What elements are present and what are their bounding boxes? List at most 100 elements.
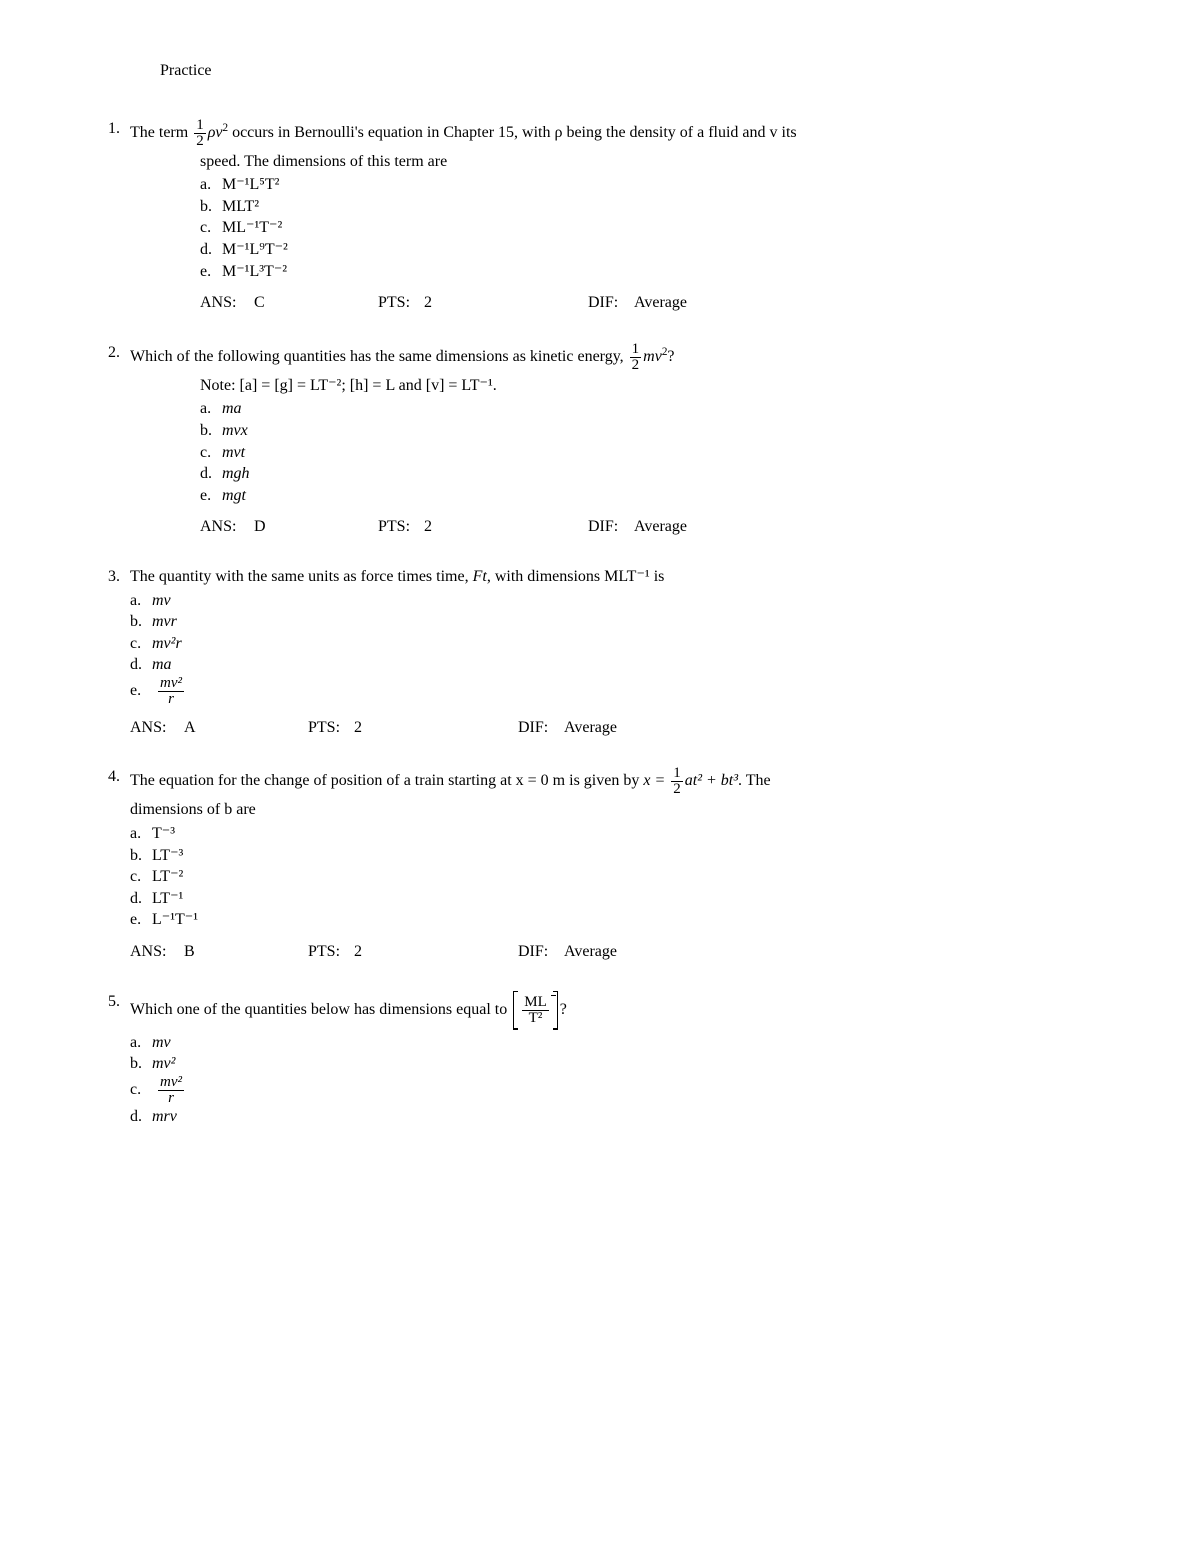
dif-label: DIF: bbox=[588, 516, 630, 538]
choice-text: mv bbox=[152, 592, 171, 609]
choice-text: mvt bbox=[222, 444, 245, 461]
choice-letter: a. bbox=[130, 590, 152, 612]
stem-text: Which one of the quantities below has di… bbox=[130, 1001, 511, 1018]
question-stem: Which of the following quantities has th… bbox=[130, 342, 1080, 373]
dif-label: DIF: bbox=[518, 717, 560, 739]
choice-letter: c. bbox=[130, 633, 152, 655]
choice-text: mv²r bbox=[152, 635, 182, 652]
dif-value: Average bbox=[564, 941, 684, 963]
choice-letter: c. bbox=[130, 1079, 152, 1101]
stem-text: The term bbox=[130, 124, 192, 141]
choice-letter: d. bbox=[200, 463, 222, 485]
dif-label: DIF: bbox=[588, 292, 630, 314]
answer-row: ANS: D PTS: 2 DIF: Average bbox=[200, 516, 1080, 538]
choice-letter: d. bbox=[130, 654, 152, 676]
choice-text: LT⁻³ bbox=[152, 847, 183, 864]
stem-text: The quantity with the same units as forc… bbox=[130, 568, 664, 585]
note-text: Note: [a] = [g] = LT⁻²; [h] = L and [v] … bbox=[200, 375, 1080, 397]
choices: a.mv b.mvr c.mv²r d.ma e. mv² r bbox=[130, 590, 1080, 707]
question-5: 5. Which one of the quantities below has… bbox=[90, 991, 1110, 1128]
pts-value: 2 bbox=[424, 292, 584, 314]
choice-letter: e. bbox=[130, 909, 152, 931]
choice-letter: a. bbox=[200, 174, 222, 196]
ans-label: ANS: bbox=[130, 941, 180, 963]
term-mv2: mv bbox=[643, 348, 662, 365]
equation-rhs: at² + bt³ bbox=[685, 773, 738, 790]
choice-text: ma bbox=[152, 656, 172, 673]
choice-letter: b. bbox=[130, 1053, 152, 1075]
ans-value: A bbox=[184, 717, 304, 739]
question-stem: The quantity with the same units as forc… bbox=[130, 566, 1080, 588]
choice-text: M⁻¹L⁹T⁻² bbox=[222, 241, 288, 258]
choice-text: ML⁻¹T⁻² bbox=[222, 219, 282, 236]
question-stem: Which one of the quantities below has di… bbox=[130, 991, 1080, 1030]
pts-label: PTS: bbox=[308, 717, 350, 739]
choices: a.M⁻¹L⁵T² b.MLT² c.ML⁻¹T⁻² d.M⁻¹L⁹T⁻² e.… bbox=[200, 174, 1080, 282]
choice-text: MLT² bbox=[222, 198, 259, 215]
choice-letter: e. bbox=[200, 485, 222, 507]
choice-letter: b. bbox=[130, 845, 152, 867]
pts-value: 2 bbox=[354, 717, 514, 739]
dif-label: DIF: bbox=[518, 941, 560, 963]
stem-line2: dimensions of b are bbox=[130, 799, 1080, 821]
question-4: 4. The equation for the change of positi… bbox=[90, 766, 1110, 962]
choice-text: mgh bbox=[222, 465, 250, 482]
equation-lhs: x = bbox=[643, 773, 669, 790]
fraction-half: 12 bbox=[194, 118, 206, 149]
choice-text: mv bbox=[152, 1034, 171, 1051]
question-3: 3. The quantity with the same units as f… bbox=[90, 566, 1110, 739]
ans-label: ANS: bbox=[200, 292, 250, 314]
choice-text: LT⁻¹ bbox=[152, 890, 183, 907]
choices: a.ma b.mvx c.mvt d.mgh e.mgt bbox=[200, 398, 1080, 506]
choice-letter: e. bbox=[130, 680, 152, 702]
choice-text: mgt bbox=[222, 487, 246, 504]
choice-letter: c. bbox=[130, 866, 152, 888]
fraction-half: 12 bbox=[671, 766, 683, 797]
answer-row: ANS: C PTS: 2 DIF: Average bbox=[200, 292, 1080, 314]
bracket-expression: MLT² bbox=[513, 991, 558, 1030]
choice-text: T⁻³ bbox=[152, 825, 175, 842]
ans-label: ANS: bbox=[130, 717, 180, 739]
stem-line2: speed. The dimensions of this term are bbox=[200, 151, 1080, 173]
choice-letter: d. bbox=[130, 1106, 152, 1128]
choice-letter: d. bbox=[130, 888, 152, 910]
stem-text: ? bbox=[560, 1001, 567, 1018]
term-rho-v2: ρv bbox=[208, 124, 223, 141]
ans-value: C bbox=[254, 292, 374, 314]
fraction-half: 12 bbox=[630, 342, 642, 373]
choice-text: LT⁻² bbox=[152, 868, 183, 885]
choices: a.mv b.mv² c. mv² r d.mrv bbox=[130, 1032, 1080, 1128]
question-stem: The equation for the change of position … bbox=[130, 766, 1080, 797]
question-stem: The term 12ρv2 occurs in Bernoulli's equ… bbox=[130, 118, 1080, 149]
pts-value: 2 bbox=[354, 941, 514, 963]
pts-label: PTS: bbox=[378, 516, 420, 538]
choice-letter: a. bbox=[200, 398, 222, 420]
choice-letter: a. bbox=[130, 823, 152, 845]
choice-letter: a. bbox=[130, 1032, 152, 1054]
choice-text: ma bbox=[222, 400, 242, 417]
dif-value: Average bbox=[634, 516, 754, 538]
choice-fraction: mv² r bbox=[158, 676, 184, 707]
choice-letter: d. bbox=[200, 239, 222, 261]
choice-letter: c. bbox=[200, 217, 222, 239]
dif-value: Average bbox=[564, 717, 684, 739]
ans-value: B bbox=[184, 941, 304, 963]
stem-text: Which of the following quantities has th… bbox=[130, 348, 628, 365]
question-number: 1. bbox=[90, 118, 126, 140]
choice-text: mv² bbox=[152, 1055, 175, 1072]
choice-letter: b. bbox=[130, 611, 152, 633]
answer-row: ANS: A PTS: 2 DIF: Average bbox=[130, 717, 1080, 739]
stem-text: . The bbox=[738, 773, 771, 790]
choice-fraction: mv² r bbox=[158, 1075, 184, 1106]
pts-label: PTS: bbox=[308, 941, 350, 963]
choice-text: mrv bbox=[152, 1108, 177, 1125]
choice-text: mvr bbox=[152, 613, 177, 630]
pts-label: PTS: bbox=[378, 292, 420, 314]
choice-letter: b. bbox=[200, 420, 222, 442]
question-number: 2. bbox=[90, 342, 126, 364]
stem-text: The equation for the change of position … bbox=[130, 773, 643, 790]
dif-value: Average bbox=[634, 292, 754, 314]
choice-text: mvx bbox=[222, 422, 248, 439]
choice-text: M⁻¹L⁵T² bbox=[222, 176, 279, 193]
question-number: 5. bbox=[90, 991, 126, 1013]
